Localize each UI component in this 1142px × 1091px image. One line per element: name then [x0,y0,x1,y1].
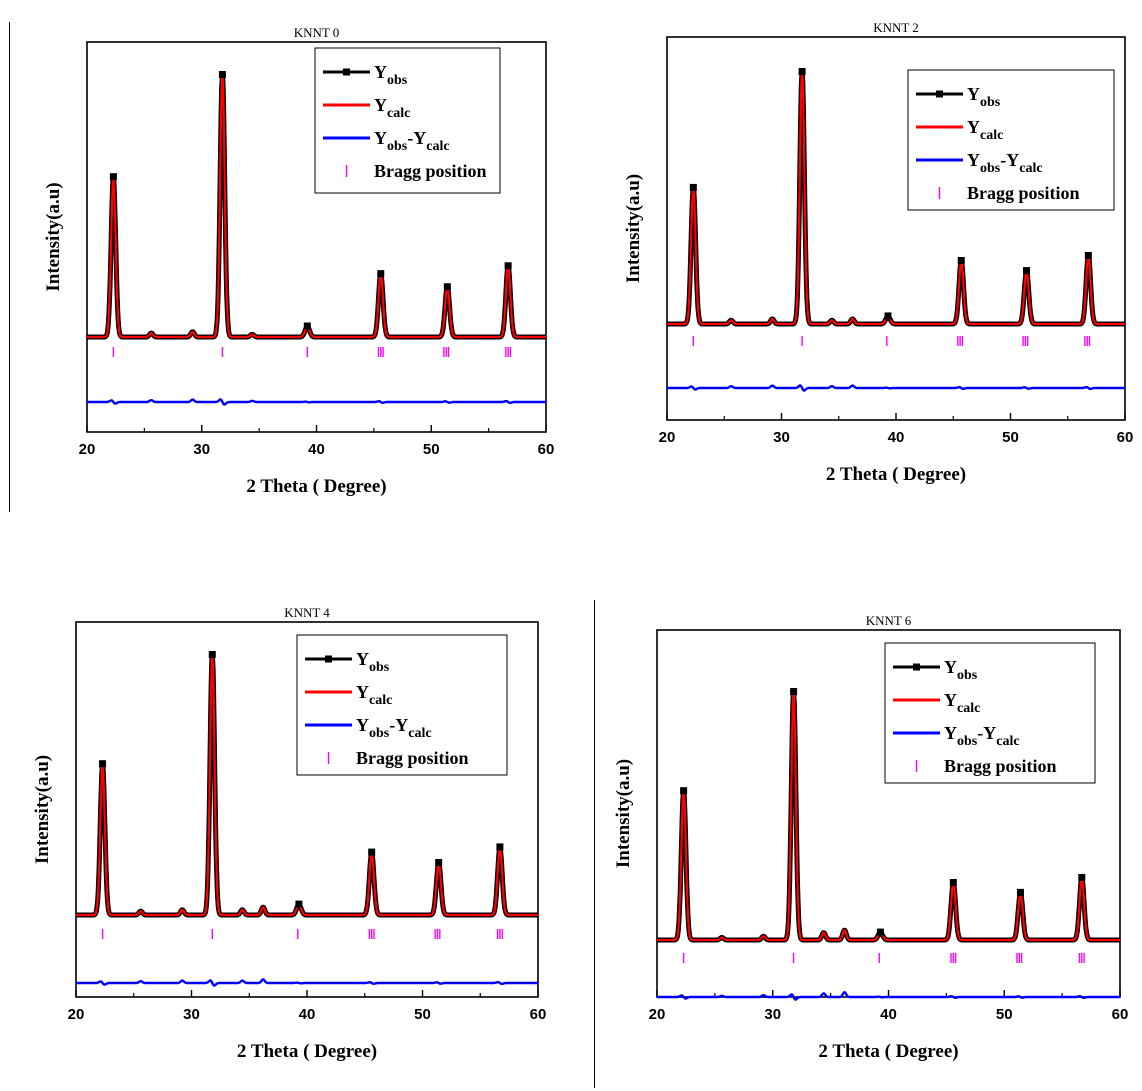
chart-knnt6: KNNT 6 20 30 40 50 60 2 Theta ( Degree) Intensi… [613,613,1129,1062]
series-difference-line [667,384,1125,392]
yobs-marker [884,312,892,320]
series-difference-line [87,398,546,406]
x-axis-label: 2 Theta ( Degree) [246,476,386,497]
legend-marker [936,90,943,98]
legend-marker [913,663,920,671]
legend-label-2: Yobs-Ycalc [374,128,450,154]
chart-knnt0: KNNT 0 20 30 40 50 60 2 Theta ( Degree) Intensi… [43,25,555,497]
legend: Yobs Ycalc Yobs-Ycalc Bragg position [296,634,508,776]
yobs-marker [303,322,311,330]
yobs-marker [208,651,216,658]
x-tick-label: 50 [414,1006,431,1023]
legend-label-3: Bragg position [356,748,469,768]
yobs-marker [295,900,303,908]
legend-label-0: Yobs [374,62,408,88]
x-tick-label: 60 [538,441,555,458]
legend-label-1: Ycalc [944,690,980,716]
chart-knnt4: KNNT 4 20 30 40 50 60 2 Theta ( Degree) Intensi… [32,605,547,1062]
x-axis-label: 2 Theta ( Degree) [826,464,966,485]
y-axis-label: Intensity(a.u) [43,182,64,291]
x-tick-label: 50 [996,1006,1013,1023]
yobs-marker [957,257,965,264]
x-axis-label: 2 Theta ( Degree) [237,1041,377,1062]
legend-label-0: Yobs [356,649,390,675]
legend-label-0: Yobs [967,84,1001,110]
yobs-marker [368,848,376,856]
x-tick-label: 30 [764,1006,781,1023]
yobs-marker [504,262,512,270]
x-tick-label: 30 [193,441,210,458]
x-tick-label: 40 [308,441,325,458]
yobs-marker [109,173,117,181]
x-tick-label: 50 [423,441,440,458]
yobs-marker [377,270,385,278]
yobs-marker [689,183,697,191]
x-tick-label: 40 [880,1006,897,1023]
x-tick-label: 60 [1112,1006,1129,1023]
legend: Yobs Ycalc Yobs-Ycalc Bragg position [314,47,501,194]
legend-label-2: Yobs-Ycalc [356,715,432,741]
x-tick-label: 40 [299,1006,316,1023]
legend-label-3: Bragg position [374,161,487,181]
chart-title: KNNT 0 [294,25,340,40]
yobs-marker [876,928,884,936]
yobs-marker [435,859,443,866]
x-axis-label: 2 Theta ( Degree) [818,1041,958,1062]
legend-marker [343,68,350,76]
yobs-marker [790,688,798,695]
series-difference-line [76,978,538,987]
yobs-marker [1084,251,1092,259]
legend-label-3: Bragg position [967,183,1080,203]
legend: Yobs Ycalc Yobs-Ycalc Bragg position [884,642,1096,784]
x-tick-label: 60 [530,1006,547,1023]
chart-title: KNNT 4 [284,605,330,620]
y-axis-label: Intensity(a.u) [623,174,644,283]
series-ycalc-line [667,72,1125,326]
legend-label-1: Ycalc [967,117,1003,143]
yobs-marker [99,760,107,768]
series-ycalc-line [657,692,1120,942]
chart-knnt2: KNNT 2 20 30 40 50 60 2 Theta ( Degree) Intensi… [623,20,1134,485]
legend-label-2: Yobs-Ycalc [967,150,1043,176]
series-ycalc-line [87,75,546,339]
yobs-marker [1078,874,1086,881]
yobs-marker [496,843,504,851]
series-difference-line [657,991,1120,1001]
legend-marker [325,655,332,663]
legend-label-1: Ycalc [374,95,410,121]
x-tick-label: 20 [649,1006,666,1023]
legend-label-1: Ycalc [356,682,392,708]
x-tick-label: 40 [888,429,905,446]
legend-label-0: Yobs [944,657,978,683]
chart-title: KNNT 2 [873,20,919,35]
legend: Yobs Ycalc Yobs-Ycalc Bragg position [907,69,1115,211]
x-tick-label: 50 [1002,429,1019,446]
panel-divider-bottom [594,600,595,1088]
chart-title: KNNT 6 [866,613,912,628]
legend-label-3: Bragg position [944,756,1057,776]
yobs-marker [218,71,226,78]
yobs-marker [443,283,451,291]
x-tick-label: 30 [183,1006,200,1023]
y-axis-label: Intensity(a.u) [613,759,634,868]
yobs-marker [1016,888,1024,896]
yobs-marker [680,787,688,795]
yobs-marker [949,878,957,886]
x-tick-label: 60 [1117,429,1134,446]
x-tick-label: 20 [68,1006,85,1023]
legend-label-2: Yobs-Ycalc [944,723,1020,749]
x-tick-label: 20 [79,441,96,458]
x-tick-label: 30 [773,429,790,446]
yobs-marker [1023,267,1031,275]
panel-divider-top [9,22,10,512]
y-axis-label: Intensity(a.u) [32,755,53,864]
x-tick-label: 20 [659,429,676,446]
series-ycalc-line [76,655,538,917]
yobs-marker [798,68,806,75]
